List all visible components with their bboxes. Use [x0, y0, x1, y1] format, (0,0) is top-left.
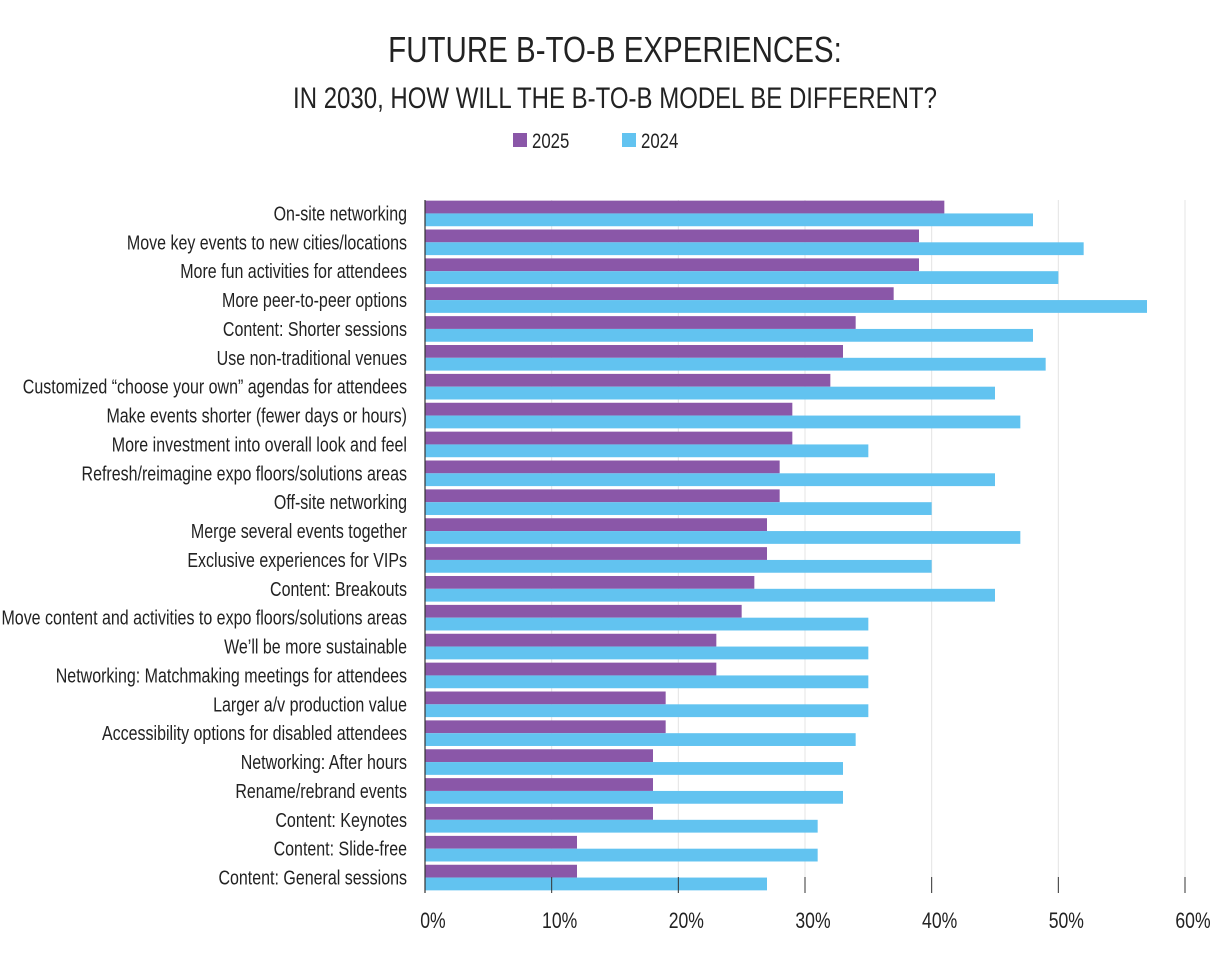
bar-2025 — [425, 778, 653, 791]
bar-2025 — [425, 287, 894, 301]
bar-2024 — [425, 328, 1033, 342]
bar-2024 — [425, 473, 995, 487]
x-tick-label: 20% — [669, 909, 704, 933]
bar-2025 — [425, 460, 780, 474]
bar-2024 — [425, 646, 869, 660]
category-label: Refresh/reimagine expo floors/solutions … — [82, 463, 407, 485]
category-label: Off-site networking — [274, 492, 407, 514]
x-tick-label: 60% — [1175, 909, 1210, 933]
category-label: Content: General sessions — [218, 867, 407, 889]
bar-2024 — [425, 386, 995, 400]
legend-swatch-2024 — [622, 133, 636, 147]
bar-2025 — [425, 229, 919, 243]
category-label: Use non-traditional venues — [217, 347, 407, 369]
bar-2024 — [425, 877, 767, 891]
bar-2025 — [425, 431, 793, 445]
x-axis: 0% 10% 20% 30% 40% 50% 60% — [420, 200, 1211, 934]
bar-2024 — [425, 300, 1147, 313]
bar-2025 — [425, 345, 843, 358]
bar-2025 — [425, 547, 767, 560]
bars — [425, 200, 1147, 891]
category-label: Networking: After hours — [241, 751, 407, 773]
category-label: Move key events to new cities/locations — [127, 232, 407, 254]
category-labels: On-site networking Move key events to new… — [1, 203, 407, 889]
bar-2025 — [425, 662, 717, 676]
bar-2024 — [425, 762, 843, 775]
category-label: More fun activities for attendees — [180, 261, 407, 283]
legend-label-2025: 2025 — [532, 130, 569, 153]
chart-title: FUTURE B-TO-B EXPERIENCES: — [388, 29, 842, 69]
category-label: Customized “choose your own” agendas for… — [23, 376, 407, 398]
bar-2024 — [425, 704, 869, 718]
legend-swatch-2025 — [513, 133, 527, 147]
bar-2024 — [425, 790, 843, 804]
bar-2024 — [425, 675, 869, 689]
x-tick-label: 10% — [542, 909, 577, 933]
bar-2024 — [425, 242, 1084, 256]
bar-2025 — [425, 835, 577, 849]
category-label: Move content and activities to expo floo… — [1, 607, 407, 629]
bar-2024 — [425, 588, 995, 602]
bar-2024 — [425, 733, 856, 746]
chart-subtitle: IN 2030, HOW WILL THE B-TO-B MODEL BE DI… — [293, 80, 937, 114]
category-label: More peer-to-peer options — [222, 289, 407, 311]
x-tick-label: 30% — [795, 909, 830, 933]
bar-2024 — [425, 848, 818, 862]
bar-2025 — [425, 720, 666, 734]
bar-2024 — [425, 271, 1059, 284]
bar-2025 — [425, 402, 793, 416]
bar-2025 — [425, 604, 742, 618]
category-label: Larger a/v production value — [213, 694, 407, 716]
x-tick-label: 50% — [1049, 909, 1084, 933]
category-label: Content: Breakouts — [270, 578, 407, 600]
category-label: Content: Shorter sessions — [223, 318, 407, 340]
category-label: Content: Keynotes — [275, 809, 407, 831]
category-label: Exclusive experiences for VIPs — [187, 549, 407, 571]
bar-2024 — [425, 444, 869, 458]
bar-2025 — [425, 576, 755, 589]
category-label: More investment into overall look and fe… — [112, 434, 407, 456]
bar-2025 — [425, 200, 945, 214]
bar-2024 — [425, 531, 1021, 544]
bar-2024 — [425, 213, 1033, 227]
bar-2025 — [425, 633, 717, 647]
category-label: On-site networking — [274, 203, 407, 225]
bar-2025 — [425, 373, 831, 387]
category-label: Rename/rebrand events — [235, 780, 407, 802]
gridlines — [551, 200, 1186, 893]
bar-2024 — [425, 617, 869, 631]
bar-2025 — [425, 749, 653, 763]
legend: 2025 2024 — [513, 130, 679, 154]
bar-2025 — [425, 864, 577, 878]
x-tick-label: 40% — [922, 909, 957, 933]
category-label: Merge several events together — [191, 520, 407, 542]
bar-2025 — [425, 518, 767, 532]
category-label: Networking: Matchmaking meetings for att… — [56, 665, 407, 687]
bar-2024 — [425, 357, 1046, 371]
bar-2025 — [425, 316, 856, 329]
category-label: Accessibility options for disabled atten… — [102, 723, 407, 745]
bar-2024 — [425, 415, 1021, 429]
category-label: Content: Slide-free — [274, 838, 407, 860]
legend-label-2024: 2024 — [641, 130, 679, 153]
bar-2025 — [425, 489, 780, 503]
bar-2024 — [425, 559, 932, 573]
bar-2025 — [425, 691, 666, 705]
bar-2024 — [425, 502, 932, 515]
bar-2025 — [425, 807, 653, 820]
x-tick-label: 0% — [420, 909, 445, 933]
category-label: Make events shorter (fewer days or hours… — [106, 405, 407, 427]
bar-2024 — [425, 819, 818, 833]
bar-2025 — [425, 258, 919, 272]
category-label: We’ll be more sustainable — [224, 636, 407, 658]
